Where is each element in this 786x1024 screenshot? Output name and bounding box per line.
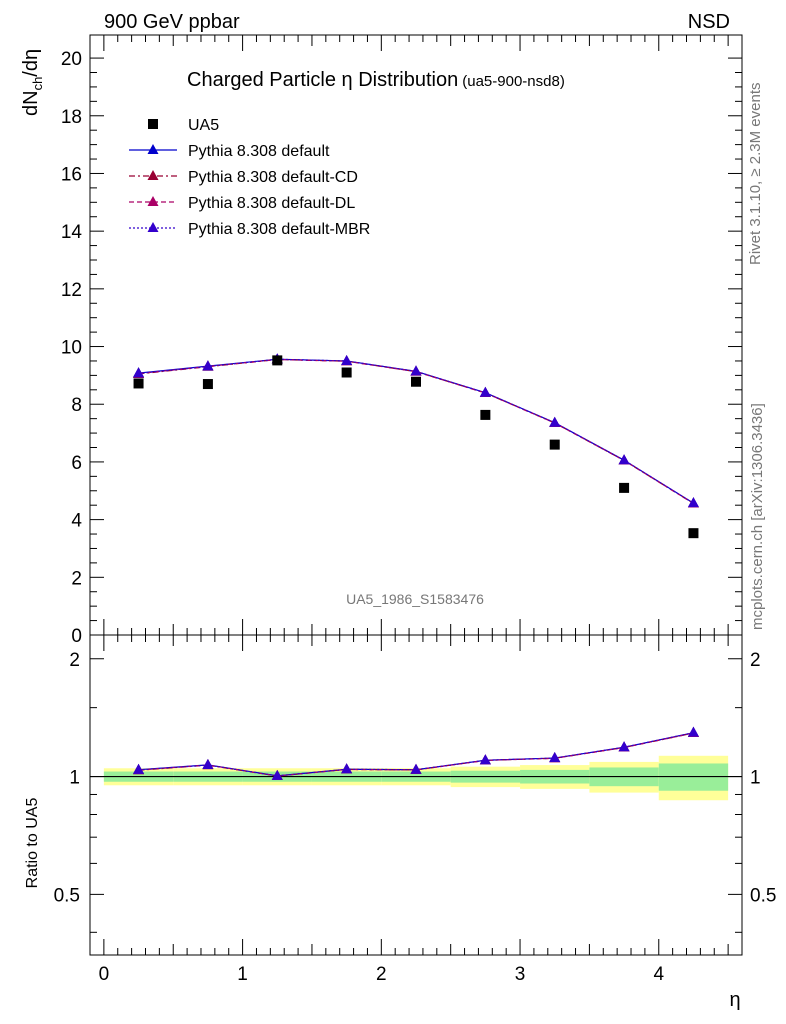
x-axis-label: η [729, 989, 740, 1011]
y-tick-label: 14 [61, 222, 83, 243]
ratio-point [133, 763, 145, 774]
legend-marker-2 [147, 196, 159, 206]
x-tick-label: 2 [376, 964, 387, 985]
side-label-mcplots: mcplots.cern.ch [arXiv:1306.3436] [749, 403, 766, 630]
series-point [202, 360, 214, 371]
ratio-y-axis-label: Ratio to UA5 [24, 798, 41, 889]
chart-title-suffix: (ua5-900-nsd8) [462, 73, 565, 90]
data-point [133, 378, 144, 389]
ratio-panel: 0.5 0.5 1 1 2 2 0 1 2 3 4 [54, 634, 776, 985]
data-point [411, 376, 421, 387]
chart-title: Charged Particle η Distribution (ua5-900-… [187, 69, 565, 91]
y-axis-label: dNch/dη [20, 49, 45, 116]
data-point [480, 409, 491, 420]
ratio-point [618, 741, 630, 752]
ratio-point [341, 763, 353, 774]
legend-label-data: UA5 [188, 117, 219, 134]
ratio-point [687, 726, 699, 737]
series-point [687, 497, 699, 508]
legend-label-0: Pythia 8.308 default [188, 143, 330, 160]
ratio-point [479, 754, 491, 765]
y-tick-label: 18 [61, 107, 82, 128]
data-point [202, 379, 213, 390]
header-left-label: 900 GeV ppbar [104, 11, 240, 33]
x-tick-label: 0 [99, 964, 110, 985]
ratio-point [410, 763, 422, 774]
data-point [688, 528, 699, 539]
data-point [619, 482, 630, 493]
y-tick-label: 20 [61, 49, 82, 70]
series-point [549, 416, 561, 427]
y-tick-label: 6 [71, 453, 82, 474]
ratio-y-tick-label-right: 2 [750, 650, 761, 671]
ratio-y-tick-label-right: 1 [750, 768, 761, 789]
side-label-rivet: Rivet 3.1.10, ≥ 2.3M events [747, 83, 764, 266]
ratio-y-tick-label: 2 [69, 650, 80, 671]
y-tick-label: 16 [61, 164, 82, 185]
x-tick-label: 1 [237, 964, 248, 985]
legend-label-1: Pythia 8.308 default-CD [188, 169, 358, 186]
ratio-line-3 [138, 732, 694, 777]
ratio-point [549, 752, 561, 763]
series-point [410, 365, 422, 376]
x-tick-label: 3 [515, 964, 526, 985]
ratio-y-tick-label-right: 0.5 [750, 885, 776, 906]
legend-marker-0 [147, 144, 159, 154]
data-point [272, 355, 283, 366]
y-tick-label: 2 [71, 568, 82, 589]
y-tick-label: 0 [71, 626, 82, 647]
main-panel: 0 2 4 6 8 10 12 14 16 18 20 [61, 34, 743, 647]
legend-label-2: Pythia 8.308 default-DL [188, 195, 355, 212]
ratio-y-tick-label: 1 [69, 768, 80, 789]
series-line-3 [138, 358, 694, 504]
series-point [618, 454, 630, 465]
y-tick-label: 8 [71, 395, 82, 416]
x-tick-label: 4 [653, 964, 664, 985]
series-point [133, 367, 145, 378]
y-tick-label: 4 [71, 511, 82, 532]
legend-label-3: Pythia 8.308 default-MBR [188, 221, 370, 238]
y-tick-label: 12 [61, 280, 82, 301]
series-point [341, 354, 353, 365]
series-point [479, 386, 491, 397]
y-tick-label: 10 [61, 338, 82, 359]
series-line-1 [138, 358, 694, 504]
legend-marker-1 [147, 170, 159, 180]
ratio-frame [89, 634, 743, 956]
ratio-point [202, 759, 214, 770]
ratio-point [271, 769, 283, 780]
legend: UA5 Pythia 8.308 default Pythia 8.308 defa… [129, 117, 370, 238]
legend-marker-3 [147, 222, 159, 232]
legend-marker-data [148, 119, 158, 129]
watermark-label: UA5_1986_S1583476 [346, 591, 484, 607]
ratio-y-tick-label: 0.5 [54, 885, 80, 906]
data-point [549, 439, 560, 450]
data-point [341, 367, 352, 378]
header-right-label: NSD [688, 11, 730, 33]
chart-title-text: Charged Particle η Distribution [187, 69, 458, 91]
